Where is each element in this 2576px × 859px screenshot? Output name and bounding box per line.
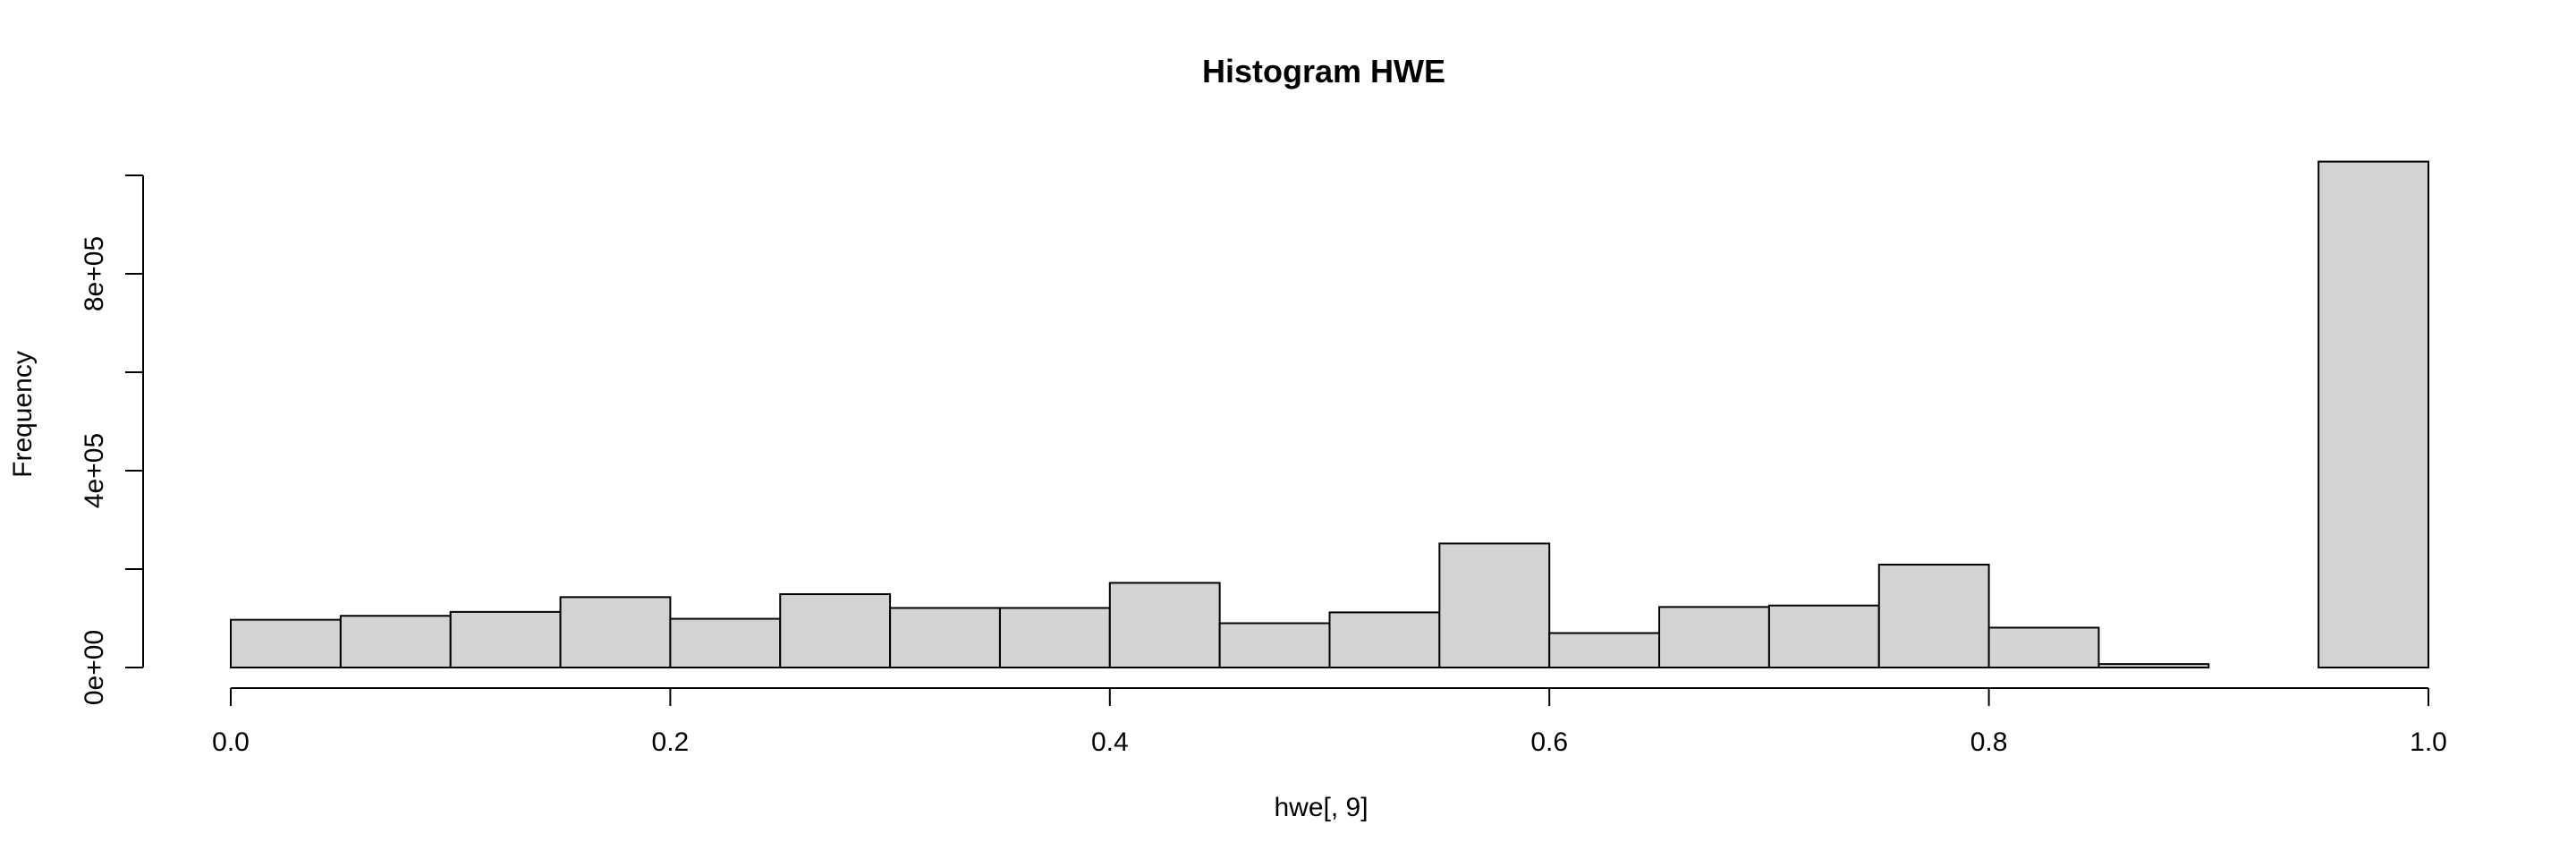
x-tick-label: 0.6 bbox=[1530, 727, 1568, 757]
histogram-bar bbox=[1438, 542, 1551, 669]
x-axis-label: hwe[, 9] bbox=[1274, 793, 1368, 822]
histogram-bar bbox=[1108, 582, 1221, 669]
x-axis: 0.0 0.2 0.4 0.6 0.8 1.0 bbox=[212, 687, 2447, 757]
histogram-bar bbox=[339, 615, 452, 668]
histogram-bar bbox=[230, 618, 342, 669]
y-axis-label: Frequency bbox=[8, 351, 38, 478]
histogram-bar bbox=[449, 610, 562, 668]
histogram-bar bbox=[1548, 632, 1661, 668]
x-tick-label: 0.0 bbox=[212, 727, 250, 757]
bars-group bbox=[230, 160, 2429, 669]
y-tick-label: 0e+00 bbox=[80, 630, 109, 705]
y-axis: 0e+00 4e+05 8e+05 bbox=[80, 174, 144, 705]
histogram-bar bbox=[1658, 606, 1770, 668]
histogram-bar bbox=[1767, 604, 1880, 669]
chart-title: Histogram HWE bbox=[1202, 53, 1445, 89]
y-tick-label: 8e+05 bbox=[80, 236, 109, 311]
histogram-bar bbox=[2097, 663, 2210, 669]
histogram-bar bbox=[1218, 622, 1331, 668]
x-tick-label: 0.2 bbox=[652, 727, 690, 757]
histogram-bar bbox=[559, 596, 672, 668]
histogram-bar bbox=[998, 607, 1111, 669]
x-tick-label: 1.0 bbox=[2410, 727, 2447, 757]
histogram-bar bbox=[1328, 611, 1441, 669]
histogram-bar bbox=[669, 617, 782, 668]
histogram-bar bbox=[1877, 564, 1990, 668]
y-tick-label: 4e+05 bbox=[80, 433, 109, 508]
histogram-bar bbox=[779, 593, 892, 668]
x-tick-label: 0.8 bbox=[1970, 727, 2008, 757]
histogram-bar bbox=[1987, 626, 2100, 669]
histogram-bar bbox=[2318, 160, 2429, 669]
x-tick-label: 0.4 bbox=[1091, 727, 1129, 757]
histogram-bar bbox=[889, 607, 1001, 669]
